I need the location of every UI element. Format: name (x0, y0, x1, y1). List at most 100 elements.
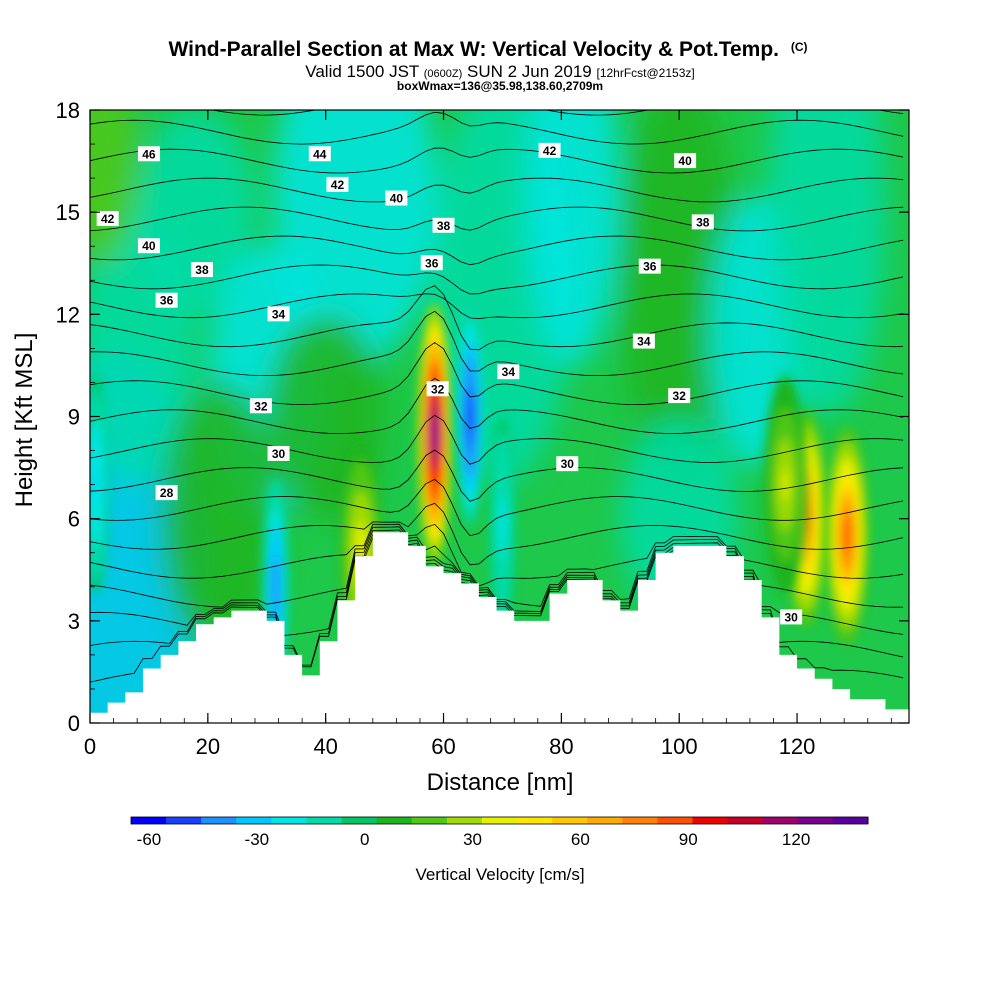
y-tick-label: 3 (68, 609, 80, 634)
updraft-cell-ring (432, 415, 438, 453)
theta-contour-value: 36 (643, 260, 657, 274)
theta-contour-label: 42 (96, 210, 119, 226)
theta-contour-label: 32 (668, 388, 691, 404)
colorbar-swatch (341, 817, 378, 824)
x-tick-label: 0 (84, 734, 96, 759)
theta-contour-label: 46 (137, 146, 160, 162)
theta-contour-label: 30 (780, 609, 803, 625)
theta-contour-label: 44 (308, 146, 331, 162)
colorbar-tick-label: -30 (245, 830, 270, 849)
theta-contour-value: 30 (561, 457, 575, 471)
theta-contour-line (90, 478, 904, 537)
colorbar-swatch (832, 817, 869, 824)
theta-contours (90, 110, 904, 683)
downdraft-cell (457, 307, 484, 526)
theta-contour-label: 38 (432, 217, 455, 233)
theta-contour-label: 32 (249, 398, 272, 414)
colorbar-swatch (411, 817, 448, 824)
colorbar-swatch (131, 817, 167, 824)
colorbar-swatch (797, 817, 834, 824)
theta-contour-line (90, 449, 904, 502)
field-band (272, 110, 438, 366)
downdraft-cell-ring (273, 571, 278, 603)
theta-contour-value: 28 (160, 486, 174, 500)
theta-contour-value: 40 (390, 192, 404, 206)
updraft-cell (764, 375, 807, 594)
theta-contour-label: 28 (155, 485, 178, 501)
colorbar-label: Vertical Velocity [cm/s] (415, 865, 584, 884)
y-tick-label: 18 (56, 98, 80, 123)
colorbar-swatch (762, 817, 799, 824)
theta-contour-value: 34 (272, 307, 286, 321)
updraft-cell (825, 426, 869, 645)
downdraft-cell (489, 416, 516, 635)
colorbar-tick-label: 0 (360, 830, 369, 849)
field-band (160, 382, 279, 655)
theta-contour-line (90, 264, 904, 295)
theta-contour-line (90, 206, 904, 232)
theta-contour-value: 38 (195, 263, 209, 277)
downdraft-cell (90, 375, 109, 594)
colorbar-swatch (657, 817, 694, 824)
colorbar-swatch (517, 817, 553, 824)
theta-contour-value: 32 (673, 389, 687, 403)
theta-contour-line (90, 342, 904, 406)
colorbar-tick-label: 120 (782, 830, 810, 849)
colorbar-swatch (622, 817, 658, 824)
theta-contour-line (90, 529, 904, 636)
theta-contour-line (90, 414, 904, 465)
x-tick-label: 80 (549, 734, 573, 759)
theta-contour-value: 38 (437, 219, 451, 233)
theta-contour-line (210, 110, 904, 116)
colorbar-swatch (481, 817, 518, 824)
updraft-cell-ring (782, 469, 789, 501)
theta-contour-value: 30 (784, 610, 798, 624)
field-band (767, 110, 886, 417)
y-tick-label: 15 (56, 200, 80, 225)
theta-contour-line (90, 310, 904, 377)
theta-contour-line (90, 532, 904, 666)
theta-contour-value: 36 (160, 294, 174, 308)
theta-contour-value: 42 (543, 144, 557, 158)
colorbar-frame (130, 816, 869, 825)
colorbar-swatch (236, 817, 272, 824)
theta-contour-value: 34 (637, 335, 651, 349)
y-axis-label: Height [Kft MSL] (11, 333, 38, 508)
x-tick-label: 120 (779, 734, 816, 759)
colorbar: -60 -30 0 30 60 90 120 (130, 816, 869, 849)
theta-contour-line (90, 285, 904, 351)
theta-contour-labels: 28 30 30 30 32 32 32 34 34 34 36 36 36 38 38 38 40 40 40 42… (96, 142, 803, 625)
theta-contour-value: 36 (425, 256, 439, 270)
theta-contour-label: 38 (691, 214, 714, 230)
colorbar-tick-label: 90 (679, 830, 698, 849)
field-band (620, 110, 739, 485)
theta-contour-value: 32 (431, 382, 445, 396)
field-band (526, 110, 621, 366)
theta-contour-value: 42 (101, 212, 115, 226)
theta-contour-value: 30 (272, 447, 286, 461)
theta-contour-value: 38 (696, 215, 710, 229)
downdraft-cell-ring (500, 509, 505, 542)
field-band (90, 212, 197, 485)
colorbar-swatch (552, 817, 588, 824)
colorbar-swatch (587, 817, 623, 824)
theta-contour-label: 38 (190, 262, 213, 278)
x-axis: 0 20 40 60 80 100 120 (84, 110, 892, 759)
velocity-cells (90, 304, 869, 696)
x-tick-label: 20 (196, 734, 220, 759)
colorbar-swatch (166, 817, 202, 824)
theta-contour-label: 40 (385, 190, 408, 206)
colorbar-tick-label: 60 (571, 830, 590, 849)
colorbar-swatch (201, 817, 237, 824)
x-axis-label: Distance [nm] (427, 769, 574, 796)
theta-contour-label: 40 (674, 153, 697, 169)
colorbar-tick-label: 30 (463, 830, 482, 849)
theta-contour-label: 42 (326, 176, 349, 192)
theta-contour-value: 34 (502, 365, 516, 379)
theta-contour-value: 40 (142, 239, 156, 253)
terrain-profile (90, 532, 909, 723)
theta-contour-line (90, 536, 904, 683)
colorbar-tick-label: -60 (137, 830, 162, 849)
